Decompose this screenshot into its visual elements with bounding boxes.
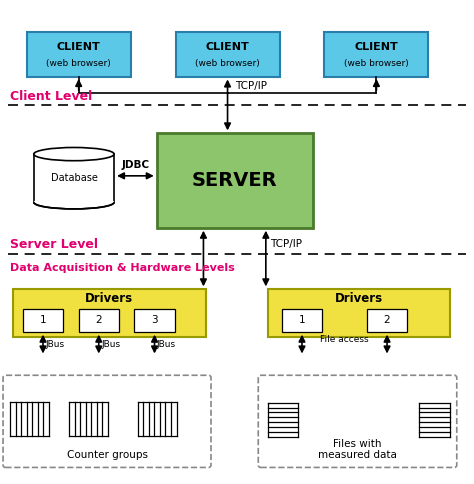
Bar [34, 154, 114, 202]
FancyBboxPatch shape [27, 31, 131, 76]
Text: CLIENT: CLIENT [57, 42, 100, 51]
Text: 1: 1 [299, 316, 305, 325]
FancyBboxPatch shape [23, 309, 63, 332]
FancyBboxPatch shape [12, 289, 206, 336]
Text: Drivers: Drivers [335, 292, 383, 305]
Text: 2: 2 [384, 316, 391, 325]
FancyBboxPatch shape [268, 289, 450, 336]
Text: Server Level: Server Level [10, 239, 98, 252]
Text: 1: 1 [40, 316, 46, 325]
FancyBboxPatch shape [156, 133, 313, 228]
Text: CLIENT: CLIENT [206, 42, 249, 51]
FancyBboxPatch shape [324, 31, 428, 76]
FancyBboxPatch shape [79, 309, 119, 332]
FancyBboxPatch shape [135, 309, 174, 332]
Text: Database: Database [51, 173, 97, 183]
Text: Data Acquisition & Hardware Levels: Data Acquisition & Hardware Levels [10, 263, 235, 273]
Text: SERVER: SERVER [192, 171, 277, 190]
Text: Client Level: Client Level [10, 90, 92, 103]
Text: (web browser): (web browser) [195, 59, 260, 68]
Text: JBus: JBus [157, 340, 176, 348]
Text: (web browser): (web browser) [46, 59, 111, 68]
Text: JDBC: JDBC [121, 160, 149, 170]
Text: CLIENT: CLIENT [355, 42, 398, 51]
Text: 3: 3 [151, 316, 158, 325]
Ellipse shape [34, 148, 114, 161]
Text: TCP/IP: TCP/IP [235, 81, 267, 91]
Text: TCP/IP: TCP/IP [271, 240, 302, 249]
Text: File access: File access [320, 335, 369, 344]
Text: JBus: JBus [46, 340, 64, 348]
Ellipse shape [34, 196, 114, 209]
Text: Files with
measured data: Files with measured data [318, 439, 397, 460]
Text: (web browser): (web browser) [344, 59, 409, 68]
Text: Drivers: Drivers [85, 292, 134, 305]
Text: JBus: JBus [101, 340, 120, 348]
FancyBboxPatch shape [367, 309, 407, 332]
FancyBboxPatch shape [175, 31, 280, 76]
FancyBboxPatch shape [282, 309, 322, 332]
Text: Counter groups: Counter groups [66, 450, 147, 460]
Text: 2: 2 [95, 316, 102, 325]
